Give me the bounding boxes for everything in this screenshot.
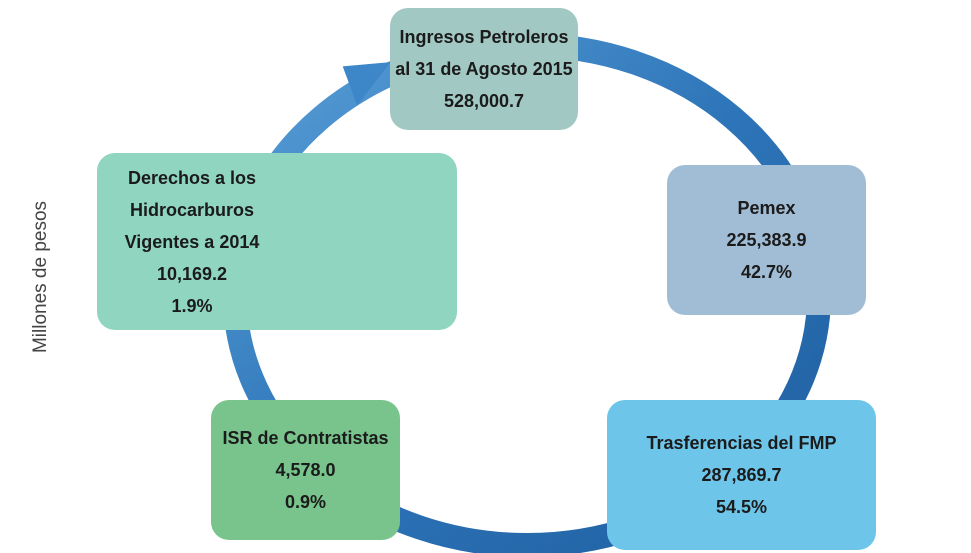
- side-label: Millones de pesos: [30, 200, 51, 354]
- node-text: 1.9%: [171, 295, 213, 316]
- node-text: Vigentes a 2014: [124, 231, 260, 252]
- node: Trasferencias del FMP 287,869.7 54.5%: [607, 400, 876, 550]
- node-text: Hidrocarburos: [129, 199, 255, 220]
- node-text: 528,000.7: [443, 91, 525, 111]
- node-text: 42.7%: [740, 262, 793, 282]
- node: Ingresos Petroleros al 31 de Agosto 2015 5…: [390, 8, 578, 130]
- node-text: Trasferencias del FMP: [646, 433, 837, 453]
- node-text: al 31 de Agosto 2015: [395, 59, 573, 79]
- node-text: 287,869.7: [701, 465, 782, 485]
- node-text: Derechos a los: [127, 167, 257, 188]
- arrow-head: [342, 62, 391, 106]
- node-text: 4,578.0: [275, 460, 336, 480]
- node-text: 0.9%: [284, 492, 327, 512]
- node-text: ISR de Contratistas: [222, 428, 389, 448]
- node: ISR de Contratistas 4,578.0 0.9%: [211, 400, 400, 540]
- node-text: 10,169.2: [156, 263, 228, 284]
- node-text: 225,383.9: [726, 230, 807, 250]
- node: Pemex 225,383.9 42.7%: [667, 165, 866, 315]
- node-text: Pemex: [737, 198, 796, 218]
- node-text: Ingresos Petroleros: [399, 27, 569, 47]
- node: Derechos a los Hidrocarburos Vigentes a 20…: [97, 153, 457, 330]
- node-text: 54.5%: [715, 497, 768, 517]
